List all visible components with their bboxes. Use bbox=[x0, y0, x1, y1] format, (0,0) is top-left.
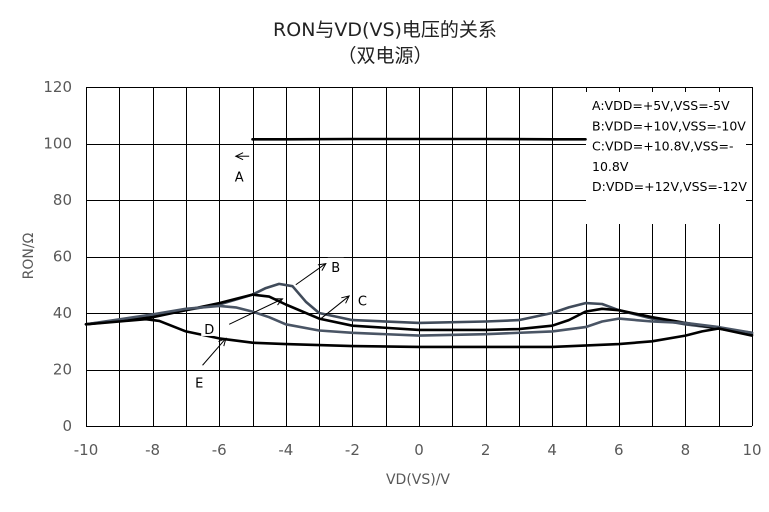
y-axis-ticks: 0 20 40 60 80 100 120 bbox=[43, 78, 72, 435]
y-tick-label: 60 bbox=[53, 248, 72, 266]
annotation-label-a: A bbox=[235, 170, 244, 185]
legend-entry: B:VDD=+10V,VSS=-10V bbox=[592, 118, 746, 133]
legend-entry: 10.8V bbox=[592, 159, 629, 174]
x-tick-label: 6 bbox=[614, 441, 624, 459]
x-tick-label: 10 bbox=[742, 441, 761, 459]
x-tick-label: 2 bbox=[481, 441, 491, 459]
chart-title: RON与VD(VS)电压的关系 bbox=[273, 19, 497, 41]
x-tick-label: 8 bbox=[681, 441, 691, 459]
x-axis-ticks: -10 -8 -6 -4 -2 0 2 4 6 8 10 bbox=[74, 441, 762, 459]
legend-entry: A:VDD=+5V,VSS=-5V bbox=[592, 98, 730, 113]
x-tick-label: -8 bbox=[145, 441, 160, 459]
chart-subtitle: （双电源） bbox=[337, 45, 432, 67]
y-axis-title: RON/Ω bbox=[21, 232, 37, 279]
x-axis-title: VD(VS)/V bbox=[386, 472, 450, 488]
y-tick-label: 100 bbox=[43, 135, 72, 153]
x-tick-label: 4 bbox=[547, 441, 557, 459]
y-tick-label: 20 bbox=[53, 361, 72, 379]
y-tick-label: 120 bbox=[43, 78, 72, 96]
legend: A:VDD=+5V,VSS=-5V B:VDD=+10V,VSS=-10V C:VD… bbox=[586, 92, 747, 224]
y-tick-label: 0 bbox=[62, 417, 72, 435]
y-tick-label: 40 bbox=[53, 304, 72, 322]
annotation-label-d: D bbox=[204, 323, 214, 338]
annotation-label-c: C bbox=[358, 295, 367, 310]
annotations: A B C D E bbox=[191, 153, 370, 392]
annotation-label-b: B bbox=[331, 261, 340, 276]
x-tick-label: -4 bbox=[278, 441, 293, 459]
x-tick-label: -2 bbox=[345, 441, 360, 459]
annotation-arrow bbox=[203, 338, 226, 365]
annotation-arrow bbox=[296, 264, 326, 285]
legend-entry: D:VDD=+12V,VSS=-12V bbox=[592, 179, 747, 194]
x-tick-label: -10 bbox=[74, 441, 99, 459]
x-tick-label: 0 bbox=[414, 441, 424, 459]
x-tick-label: -6 bbox=[212, 441, 227, 459]
legend-entry: C:VDD=+10.8V,VSS=- bbox=[592, 139, 733, 154]
annotation-label-e: E bbox=[195, 377, 203, 392]
y-tick-label: 80 bbox=[53, 191, 72, 209]
